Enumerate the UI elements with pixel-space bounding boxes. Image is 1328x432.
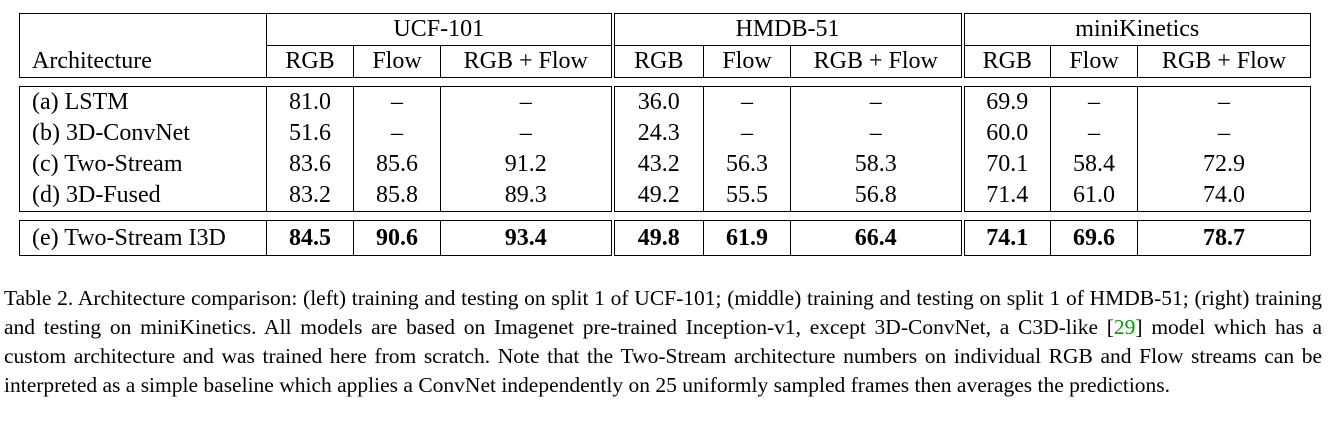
best-score-cell: 90.6 [353,220,441,256]
subheader-rgb-flow: RGB + Flow [1137,45,1312,78]
best-score-cell: 84.5 [266,220,354,256]
subheader-flow: Flow [703,45,791,78]
score-cell: – [703,86,791,118]
score-cell: – [1137,118,1312,149]
score-cell: – [440,86,613,118]
score-cell: – [1050,86,1138,118]
best-score-cell: 74.1 [960,220,1051,256]
caption-text: ] model which has a custom architecture … [4,315,1322,397]
score-cell: – [789,118,963,149]
score-cell: 60.0 [960,118,1051,149]
caption-text: Table 2. Architecture comparison: (left)… [4,286,1322,339]
best-score-cell: 93.4 [440,220,613,256]
score-cell: – [353,86,441,118]
score-cell: 43.2 [610,149,704,180]
best-score-cell: 66.4 [789,220,963,256]
group-header-ucf101: UCF-101 [266,13,613,46]
architecture-name-best: (e) Two-Stream I3D [19,220,267,256]
architecture-name: (b) 3D-ConvNet [19,118,267,149]
score-cell: 72.9 [1137,149,1312,180]
score-cell: 89.3 [440,180,613,212]
group-header-hmdb51: HMDB-51 [610,13,963,46]
best-score-cell: 49.8 [610,220,704,256]
architecture-name: (d) 3D-Fused [19,180,267,212]
score-cell: 74.0 [1137,180,1312,212]
score-cell: 70.1 [960,149,1051,180]
score-cell: – [1137,86,1312,118]
score-cell: 71.4 [960,180,1051,212]
subheader-rgb: RGB [610,45,704,78]
score-cell: 83.6 [266,149,354,180]
score-cell: 69.9 [960,86,1051,118]
architecture-name: (a) LSTM [19,86,267,118]
subheader-rgb-flow: RGB + Flow [440,45,613,78]
score-cell: 55.5 [703,180,791,212]
score-cell: – [789,86,963,118]
score-cell: 49.2 [610,180,704,212]
score-cell: 61.0 [1050,180,1138,212]
subheader-flow: Flow [1050,45,1138,78]
score-cell: 58.4 [1050,149,1138,180]
table-caption: Table 2. Architecture comparison: (left)… [4,284,1322,400]
score-cell: 81.0 [266,86,354,118]
score-cell: 85.6 [353,149,441,180]
subheader-rgb: RGB [960,45,1051,78]
score-cell: – [353,118,441,149]
header-blank-cell [19,13,267,46]
group-header-minikinetics: miniKinetics [960,13,1312,46]
citation-link[interactable]: 29 [1113,315,1136,339]
results-table: UCF-101 HMDB-51 miniKinetics Architectur… [19,13,1312,256]
score-cell: 24.3 [610,118,704,149]
score-cell: 56.8 [789,180,963,212]
architecture-header: Architecture [19,45,267,78]
best-score-cell: 61.9 [703,220,791,256]
score-cell: – [1050,118,1138,149]
score-cell: 58.3 [789,149,963,180]
score-cell: – [703,118,791,149]
score-cell: 51.6 [266,118,354,149]
architecture-name: (c) Two-Stream [19,149,267,180]
best-score-cell: 78.7 [1137,220,1312,256]
score-cell: 85.8 [353,180,441,212]
score-cell: 56.3 [703,149,791,180]
subheader-rgb-flow: RGB + Flow [789,45,963,78]
subheader-flow: Flow [353,45,441,78]
score-cell: 91.2 [440,149,613,180]
score-cell: 83.2 [266,180,354,212]
score-cell: – [440,118,613,149]
score-cell: 36.0 [610,86,704,118]
subheader-rgb: RGB [266,45,354,78]
best-score-cell: 69.6 [1050,220,1138,256]
